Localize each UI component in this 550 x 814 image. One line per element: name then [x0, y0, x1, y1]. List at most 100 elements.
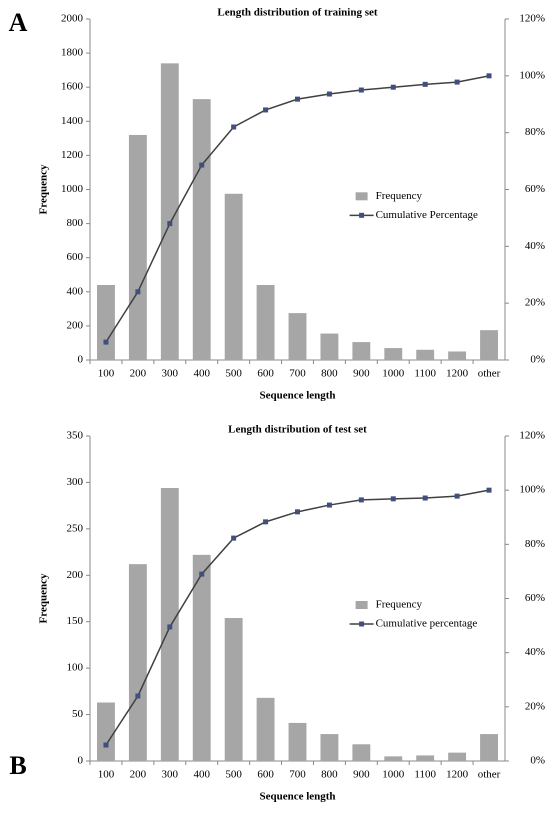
y2-tick-label: 100% — [519, 69, 545, 81]
x-tick-label: 100 — [98, 769, 115, 781]
line-marker — [135, 693, 141, 699]
bar — [416, 755, 435, 761]
bar — [480, 330, 498, 360]
x-tick-label: 200 — [130, 769, 147, 781]
y-tick-label: 1200 — [61, 149, 84, 161]
x-axis-label: Sequence length — [259, 791, 335, 803]
y-tick-label: 1400 — [61, 115, 84, 127]
x-tick-label: 600 — [257, 769, 274, 781]
x-axis-label: Sequence length — [259, 390, 335, 402]
line-marker — [167, 624, 173, 630]
y-tick-label: 1800 — [61, 47, 84, 59]
bar — [192, 554, 211, 761]
y-tick-label: 200 — [67, 569, 84, 581]
y2-tick-label: 40% — [525, 240, 545, 252]
bar — [160, 63, 179, 361]
y-tick-label: 100 — [67, 662, 84, 674]
line-marker — [231, 535, 237, 541]
chart-title: Length distribution of test set — [228, 424, 367, 436]
bar — [224, 618, 243, 761]
line-marker — [295, 509, 300, 515]
x-tick-label: 1100 — [414, 368, 436, 380]
x-tick-label: 300 — [162, 368, 179, 380]
x-tick-label: 500 — [225, 769, 242, 781]
x-tick-label: 600 — [257, 368, 274, 380]
legend-swatch — [355, 192, 368, 201]
y-tick-label: 150 — [67, 615, 84, 627]
y2-tick-label: 60% — [525, 183, 545, 195]
line-marker — [358, 87, 364, 93]
y-tick-label: 1000 — [61, 183, 84, 195]
y2-tick-label: 20% — [525, 700, 545, 712]
y-tick-label: 400 — [67, 285, 84, 297]
x-tick-label: 1000 — [382, 769, 405, 781]
y-axis-label: Frequency — [38, 164, 50, 214]
x-tick-label: 1200 — [446, 368, 469, 380]
x-tick-label: 700 — [289, 769, 306, 781]
x-tick-label: 1000 — [382, 368, 405, 380]
x-tick-label: 800 — [321, 769, 338, 781]
legend-label: Frequency — [376, 190, 423, 202]
line-marker — [486, 487, 492, 493]
bar — [288, 722, 307, 761]
panel-label: A — [9, 8, 28, 37]
bar — [384, 756, 403, 761]
bar — [416, 349, 435, 360]
y2-tick-label: 120% — [519, 13, 545, 25]
bar — [352, 342, 371, 360]
bar — [192, 99, 211, 360]
bar — [320, 734, 339, 761]
line-marker — [358, 497, 364, 503]
legend-label: Cumulative Percentage — [376, 209, 478, 221]
line-marker — [454, 79, 460, 85]
bar — [224, 193, 243, 360]
y-tick-label: 0 — [78, 755, 84, 767]
x-tick-label: 200 — [130, 368, 147, 380]
x-tick-label: 900 — [353, 769, 370, 781]
line-marker — [422, 495, 428, 501]
y-tick-label: 0 — [78, 354, 84, 366]
line-marker — [390, 84, 396, 90]
bar — [480, 734, 498, 761]
line-marker — [422, 81, 428, 87]
bar — [384, 348, 403, 360]
chart-title: Length distribution of training set — [217, 7, 377, 19]
y2-tick-label: 60% — [525, 592, 545, 604]
x-tick-label: 500 — [225, 368, 242, 380]
bar — [256, 697, 275, 761]
line-marker — [326, 502, 332, 508]
legend-marker — [359, 621, 365, 627]
y2-tick-label: 40% — [525, 646, 545, 658]
y-tick-label: 1600 — [61, 81, 84, 93]
y-tick-label: 200 — [67, 319, 84, 331]
y2-tick-label: 0% — [530, 354, 545, 366]
x-tick-label: other — [478, 368, 501, 380]
line-marker — [295, 96, 300, 102]
line-marker — [326, 91, 332, 97]
x-tick-label: 100 — [98, 368, 115, 380]
line-marker — [390, 496, 396, 502]
y2-tick-label: 0% — [530, 755, 545, 767]
bar — [128, 564, 147, 761]
legend-label: Cumulative percentage — [376, 618, 478, 630]
line-marker — [263, 519, 269, 525]
x-tick-label: 1100 — [414, 769, 436, 781]
panel-label: B — [9, 751, 26, 780]
x-tick-label: 800 — [321, 368, 338, 380]
y-tick-label: 600 — [67, 251, 84, 263]
line-marker — [167, 221, 173, 227]
bar — [448, 752, 467, 761]
line-marker — [103, 339, 109, 345]
y-tick-label: 50 — [72, 708, 84, 720]
y2-tick-label: 80% — [525, 538, 545, 550]
line-marker — [263, 107, 269, 113]
legend-label: Frequency — [376, 599, 423, 611]
bar — [448, 351, 467, 360]
line-marker — [454, 493, 460, 499]
legend-marker — [359, 212, 365, 218]
x-tick-label: 300 — [162, 769, 179, 781]
y-tick-label: 300 — [67, 476, 84, 488]
x-tick-label: 400 — [193, 368, 210, 380]
line-marker — [199, 571, 205, 577]
